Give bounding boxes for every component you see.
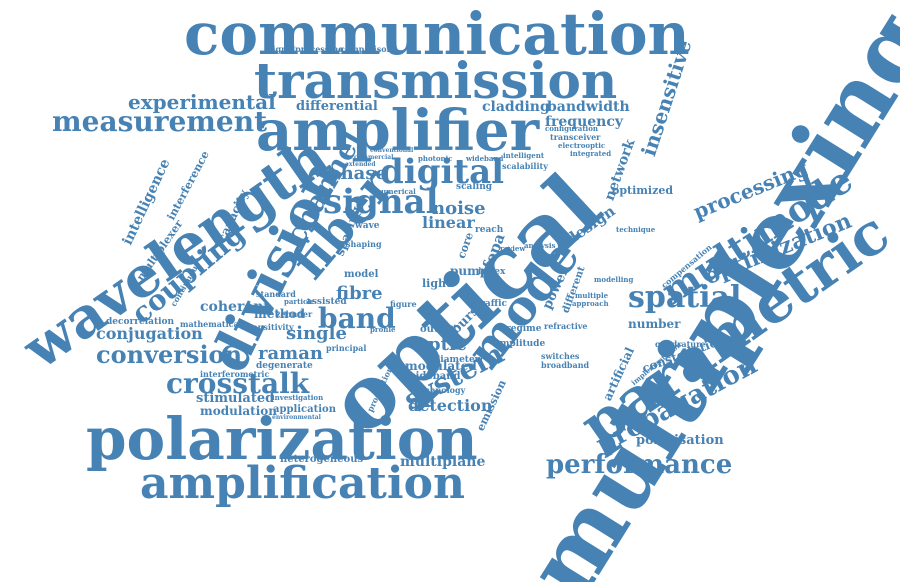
cloud-word: cladding bbox=[482, 99, 550, 115]
cloud-word: crosstalk bbox=[166, 367, 310, 400]
cloud-word: conversion bbox=[96, 340, 243, 369]
cloud-word: technique bbox=[616, 225, 656, 234]
cloud-word: amplifier bbox=[256, 98, 540, 164]
cloud-word: transceiver bbox=[550, 132, 601, 142]
cloud-word: scaling bbox=[456, 182, 493, 192]
cloud-word: commercial bbox=[354, 154, 394, 161]
cloud-word: principal bbox=[326, 343, 367, 353]
cloud-word: performance bbox=[546, 450, 733, 480]
cloud-word: single bbox=[286, 323, 347, 344]
cloud-word: multiple bbox=[575, 291, 609, 300]
cloud-word: interferometric bbox=[200, 369, 270, 379]
cloud-word: reach bbox=[475, 225, 504, 235]
cloud-word: heterogeneous bbox=[280, 454, 364, 465]
cloud-word: traffic bbox=[476, 299, 508, 309]
cloud-word: linear bbox=[422, 213, 475, 232]
cloud-word: refractive bbox=[544, 321, 588, 331]
cloud-word: band bbox=[318, 302, 396, 335]
cloud-word: mathematical bbox=[180, 319, 242, 329]
cloud-word: conjugation bbox=[96, 324, 203, 343]
cloud-word: number bbox=[628, 317, 681, 331]
cloud-word: switches bbox=[541, 351, 580, 361]
cloud-word: standard bbox=[256, 289, 296, 299]
cloud-word: scalability bbox=[502, 161, 548, 171]
cloud-word: analysis bbox=[524, 241, 556, 250]
cloud-word: zehnder bbox=[276, 309, 313, 319]
cloud-word: signal bbox=[323, 182, 439, 222]
cloud-word: shaping bbox=[346, 239, 382, 249]
cloud-word: numerical bbox=[376, 187, 416, 196]
cloud-word: frequency bbox=[545, 114, 624, 130]
cloud-word: polarisation bbox=[636, 433, 724, 448]
cloud-word: optic bbox=[416, 334, 467, 355]
cloud-word: modelling bbox=[594, 275, 634, 284]
cloud-word: environmental bbox=[272, 414, 321, 421]
cloud-word: modulated bbox=[405, 359, 477, 373]
cloud-word: investigation bbox=[272, 393, 324, 402]
cloud-word: amplification bbox=[140, 458, 465, 509]
cloud-word: experimental bbox=[128, 90, 276, 114]
cloud-word: amplitude bbox=[494, 339, 546, 349]
cloud-word: phase bbox=[328, 163, 387, 184]
cloud-word: light bbox=[422, 277, 452, 290]
cloud-word: degenerate bbox=[256, 361, 313, 371]
cloud-word: spatial bbox=[628, 280, 742, 315]
cloud-word: communication bbox=[184, 0, 690, 68]
cloud-word: regime bbox=[506, 324, 542, 334]
cloud-word: sensitivity bbox=[248, 322, 294, 332]
cloud-word: measurement bbox=[52, 105, 268, 138]
cloud-word: technology bbox=[416, 385, 466, 395]
cloud-word: raman bbox=[258, 343, 323, 364]
cloud-word: conventional bbox=[370, 147, 414, 154]
cloud-word: approach bbox=[572, 299, 609, 308]
cloud-word: integrated bbox=[570, 149, 612, 158]
cloud-word: model bbox=[344, 269, 379, 280]
cloud-word: signalprocessing bbox=[268, 44, 344, 54]
cloud-word: differential bbox=[296, 99, 378, 114]
cloud-word: figure bbox=[390, 299, 417, 309]
cloud-word: noise bbox=[432, 198, 486, 219]
cloud-word: method bbox=[254, 307, 305, 321]
cloud-word: broadband bbox=[541, 360, 590, 370]
cloud-word: pump bbox=[450, 264, 489, 278]
cloud-word: particle bbox=[284, 297, 315, 306]
cloud-word: assisted bbox=[306, 297, 347, 307]
cloud-word: wideband bbox=[466, 154, 504, 163]
cloud-word: extended bbox=[345, 161, 376, 168]
cloud-word: transmission bbox=[254, 51, 618, 110]
cloud-word: review bbox=[500, 244, 526, 253]
cloud-word: sideband bbox=[410, 371, 461, 382]
cloud-word: multiplane bbox=[400, 454, 486, 470]
cloud-word: modulation bbox=[200, 404, 277, 418]
cloud-word: comparison bbox=[340, 44, 393, 54]
cloud-word: coherent bbox=[200, 299, 270, 315]
cloud-word: index bbox=[478, 267, 506, 277]
cloud-word: application bbox=[273, 404, 336, 415]
cloud-word: photonic bbox=[418, 154, 453, 163]
cloud-word: profile bbox=[370, 325, 396, 334]
cloud-word: intelligent bbox=[503, 151, 545, 160]
cloud-word: decorrelation bbox=[106, 317, 175, 327]
cloud-word: bandwidth bbox=[547, 99, 630, 115]
cloud-word: wave bbox=[355, 221, 380, 231]
cloud-word: configuration bbox=[545, 124, 598, 133]
cloud-word: output bbox=[420, 324, 458, 335]
cloud-word: polarization bbox=[86, 405, 478, 473]
cloud-word: stimulated bbox=[196, 391, 275, 406]
cloud-word: quadrature bbox=[655, 339, 706, 349]
cloud-word: electrooptic bbox=[558, 141, 606, 150]
cloud-word: diameter bbox=[434, 355, 480, 365]
cloud-word: optimized bbox=[612, 184, 674, 197]
cloud-word: detection bbox=[408, 396, 493, 415]
cloud-word: digital bbox=[380, 152, 505, 192]
cloud-word: fibre bbox=[336, 283, 383, 304]
